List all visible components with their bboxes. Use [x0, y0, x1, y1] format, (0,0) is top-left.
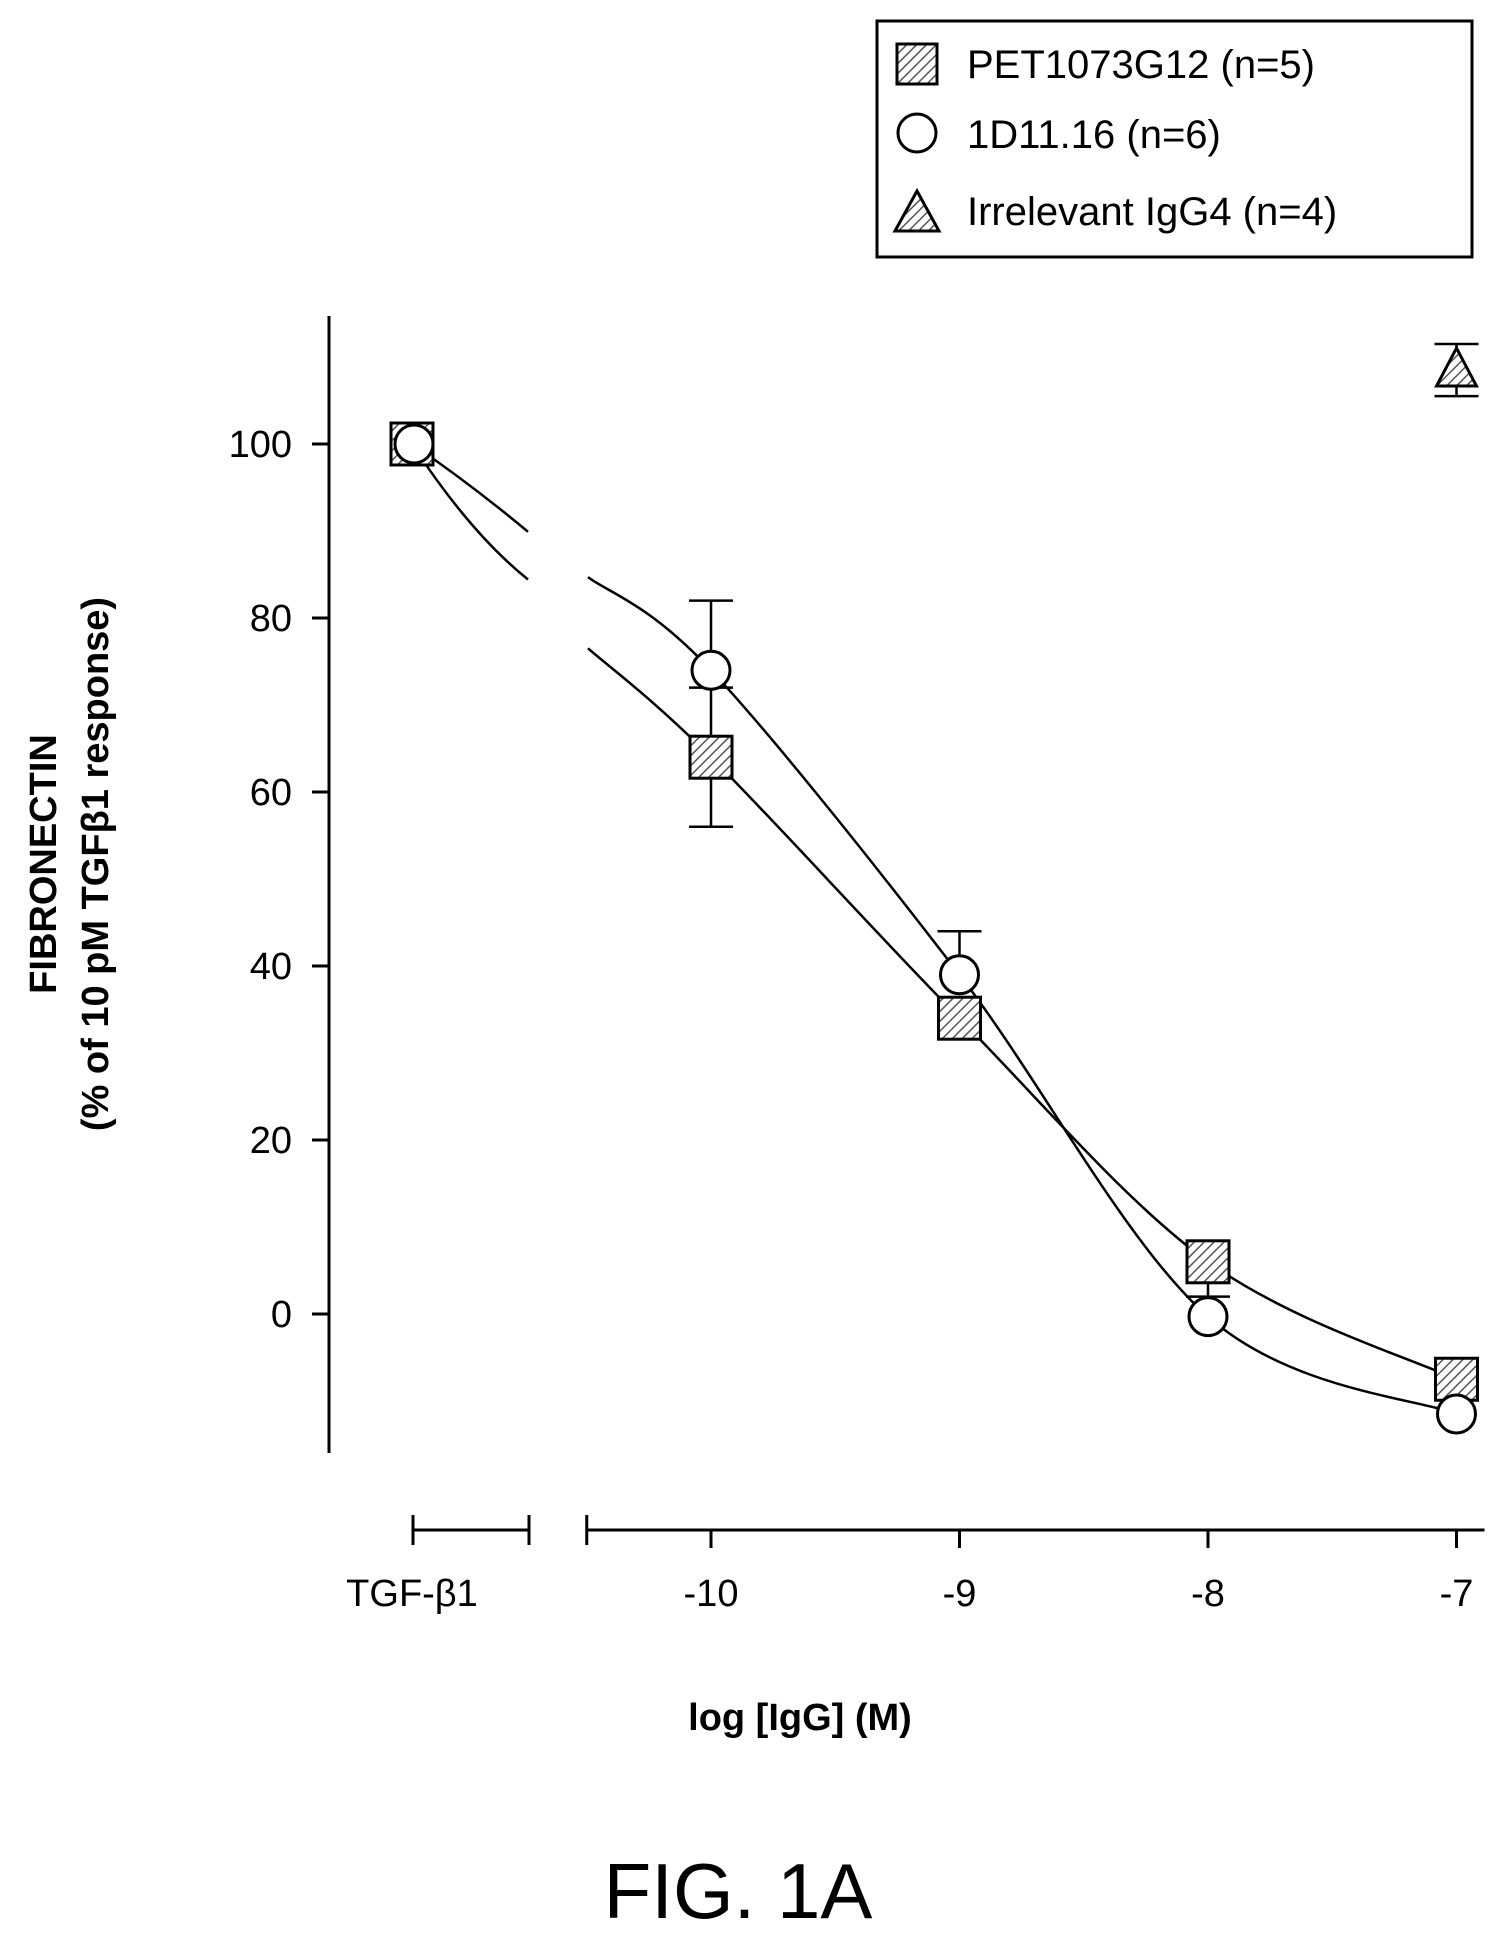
x-tick-label: -8: [1191, 1573, 1225, 1615]
legend-marker-square-icon: [895, 42, 939, 86]
data-point-square: [1185, 1239, 1231, 1285]
y-axis-title-line2: (% of 10 pM TGFβ1 response): [75, 597, 117, 1131]
y-tick-label: 80: [250, 598, 292, 640]
x-tick-label: -10: [684, 1573, 739, 1615]
y-tick-label: 20: [250, 1120, 292, 1162]
legend-marker-circle-icon: [896, 112, 938, 154]
legend-label: Irrelevant IgG4 (n=4): [967, 190, 1337, 234]
y-tick-label: 100: [229, 424, 292, 466]
legend-box: [875, 19, 1474, 259]
y-axis-title-line1: FIBRONECTIN: [23, 734, 65, 994]
data-point-circle: [1436, 1393, 1477, 1435]
data-markers: [389, 344, 1479, 1435]
x-axis-title: log [IgG] (M): [688, 1697, 912, 1739]
data-point-triangle: [1434, 344, 1479, 388]
x-tick-label: -9: [943, 1573, 977, 1615]
x-axis: -10 -9 -8 -7 TGF-β1: [346, 1515, 1485, 1615]
y-tick-label: 0: [271, 1294, 292, 1336]
x-ticks: -10 -9 -8 -7: [585, 1515, 1474, 1615]
error-bars: [689, 342, 1479, 1380]
y-tick-label: 60: [250, 772, 292, 814]
y-tick-label: 40: [250, 946, 292, 988]
figure-caption: FIG. 1A: [604, 1847, 873, 1935]
legend-label: 1D11.16 (n=6): [967, 113, 1221, 157]
fit-curves: [410, 442, 1458, 1416]
data-point-square: [688, 734, 734, 780]
data-point-square: [1434, 1356, 1479, 1402]
fit-curve: [587, 576, 1457, 1416]
y-axis: 0 20 40 60 80 100: [229, 316, 331, 1453]
y-ticks: 0 20 40 60 80 100: [229, 424, 329, 1336]
data-point-circle: [690, 649, 732, 691]
data-point-circle: [393, 423, 435, 465]
data-point-circle: [939, 954, 980, 996]
legend-marker-triangle-icon: [892, 187, 942, 233]
y-axis-title: FIBRONECTIN (% of 10 pM TGFβ1 response): [23, 597, 117, 1131]
control-tick-label: TGF-β1: [346, 1573, 478, 1615]
data-point-square: [937, 995, 982, 1041]
legend-label: PET1073G12 (n=5): [967, 43, 1315, 87]
x-tick-label: -7: [1440, 1573, 1474, 1615]
legend: PET1073G12 (n=5) 1D11.16 (n=6) Irrelevan…: [875, 19, 1474, 259]
data-point-circle: [1187, 1296, 1229, 1338]
